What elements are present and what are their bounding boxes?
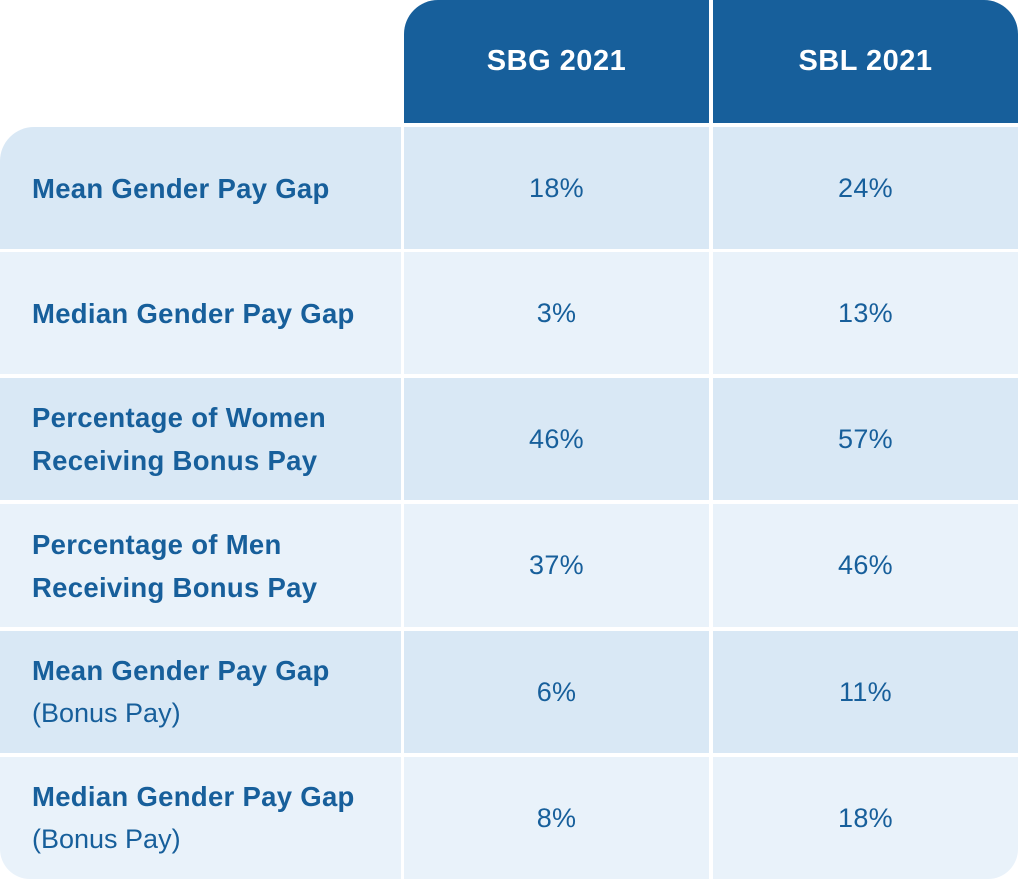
row-label: Median Gender Pay Gap — [0, 252, 401, 374]
table-row-men-receiving-bonus: Percentage of Men Receiving Bonus Pay 37… — [0, 504, 1018, 627]
table-row-mean-gender-pay-gap: Mean Gender Pay Gap 18% 24% — [0, 127, 1018, 249]
row-label-text: Mean Gender Pay Gap — [32, 655, 330, 686]
value-cell-sbg: 6% — [404, 631, 709, 753]
value-cell-sbl: 46% — [713, 504, 1018, 627]
table-row-women-receiving-bonus: Percentage of Women Receiving Bonus Pay … — [0, 378, 1018, 500]
value-cell-sbl: 13% — [713, 252, 1018, 374]
table-row-median-gap-bonus: Median Gender Pay Gap (Bonus Pay) 8% 18% — [0, 757, 1018, 879]
row-label: Mean Gender Pay Gap — [0, 127, 401, 249]
row-label: Percentage of Women Receiving Bonus Pay — [0, 378, 401, 500]
value-cell-sbg: 46% — [404, 378, 709, 500]
column-header-sbg-2021: SBG 2021 — [404, 0, 709, 123]
row-label-text: Median Gender Pay Gap — [32, 781, 355, 812]
row-label: Mean Gender Pay Gap (Bonus Pay) — [0, 631, 401, 753]
table-row-median-gender-pay-gap: Median Gender Pay Gap 3% 13% — [0, 252, 1018, 374]
value-cell-sbl: 18% — [713, 757, 1018, 879]
value-cell-sbg: 8% — [404, 757, 709, 879]
row-label: Percentage of Men Receiving Bonus Pay — [0, 504, 401, 627]
value-cell-sbg: 37% — [404, 504, 709, 627]
row-label-text: Mean Gender Pay Gap — [32, 172, 330, 204]
row-label-text: Percentage of Men Receiving Bonus Pay — [32, 528, 318, 603]
value-cell-sbg: 18% — [404, 127, 709, 249]
value-cell-sbg: 3% — [404, 252, 709, 374]
value-cell-sbl: 11% — [713, 631, 1018, 753]
row-label-subtext: (Bonus Pay) — [32, 824, 181, 854]
value-cell-sbl: 24% — [713, 127, 1018, 249]
row-label-text: Median Gender Pay Gap — [32, 297, 355, 329]
table-row-mean-gap-bonus: Mean Gender Pay Gap (Bonus Pay) 6% 11% — [0, 631, 1018, 753]
column-header-sbl-2021: SBL 2021 — [713, 0, 1018, 123]
row-label-text: Percentage of Women Receiving Bonus Pay — [32, 402, 327, 476]
row-label: Median Gender Pay Gap (Bonus Pay) — [0, 757, 401, 879]
value-cell-sbl: 57% — [713, 378, 1018, 500]
row-label-subtext: (Bonus Pay) — [32, 698, 181, 728]
